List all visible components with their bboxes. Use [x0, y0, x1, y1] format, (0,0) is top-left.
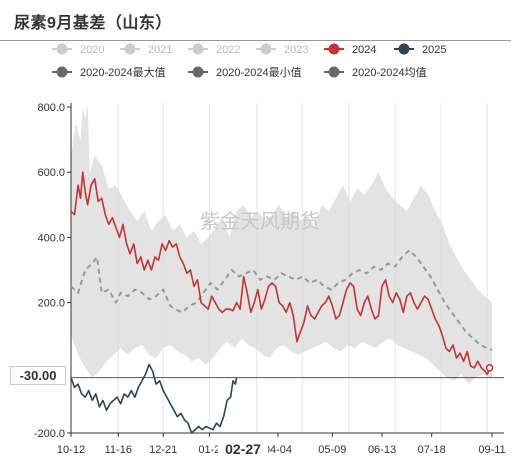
x-tick-label-0: 10-12 — [57, 444, 85, 456]
legend-marker-2021 — [124, 43, 136, 55]
watermark: 紫金天风期货 — [200, 210, 320, 233]
legend-marker-2020 — [56, 43, 68, 55]
legend-label-2025: 2025 — [422, 44, 446, 56]
legend-label-2021: 2021 — [148, 44, 172, 56]
series-avg-line — [70, 249, 493, 351]
legend-label-2020-2024均值: 2020-2024均值 — [352, 66, 427, 79]
range-band-area — [71, 103, 492, 385]
series-2025-line — [70, 363, 238, 434]
crosshair-y-label: -30.00 — [10, 366, 66, 385]
series-2024-end-marker — [485, 364, 494, 372]
legend-marker-2023 — [260, 43, 272, 55]
y-tick-label-2: 400.0 — [37, 232, 65, 244]
y-tick-label-0: 800.0 — [37, 102, 65, 114]
legend-label-2020-2024最大值: 2020-2024最大值 — [80, 65, 166, 79]
crosshair-x-label: 02-27 — [218, 440, 268, 458]
legend-label-2020-2024最小值: 2020-2024最小值 — [216, 66, 302, 79]
x-tick-label-3: 01-2 — [198, 444, 220, 456]
x-tick-label-8: 09-11 — [478, 444, 505, 456]
x-tick-label-4: 04-04 — [264, 444, 292, 456]
x-tick-label-5: 05-09 — [318, 444, 346, 456]
x-tick-label-2: 12-21 — [149, 444, 177, 456]
x-tick-label-7: 07-18 — [418, 444, 446, 456]
legend-marker-2025 — [398, 43, 410, 55]
x-tick-label-1: 11-16 — [105, 444, 132, 456]
y-tick-label-1: 600.0 — [37, 167, 65, 179]
legend-label-2024: 2024 — [352, 44, 376, 56]
legend-label-2022: 2022 — [216, 44, 240, 56]
legend-label-2023: 2023 — [284, 44, 308, 56]
legend-marker-2020-2024均值 — [328, 66, 340, 78]
y-tick-label-3: 200.0 — [37, 298, 65, 310]
series-2024-line — [70, 171, 491, 376]
legend-marker-2020-2024最小值 — [192, 66, 204, 78]
x-tick-label-6: 06-13 — [368, 444, 396, 456]
legend-marker-2020-2024最大值 — [56, 66, 68, 78]
legend-marker-2024 — [328, 43, 340, 55]
legend-label-2020: 2020 — [80, 44, 104, 56]
chart-title: 尿素9月基差（山东） — [14, 15, 172, 32]
legend-marker-2022 — [192, 43, 204, 55]
title-divider — [0, 40, 511, 41]
y-tick-label-4: -200.0 — [34, 428, 65, 440]
